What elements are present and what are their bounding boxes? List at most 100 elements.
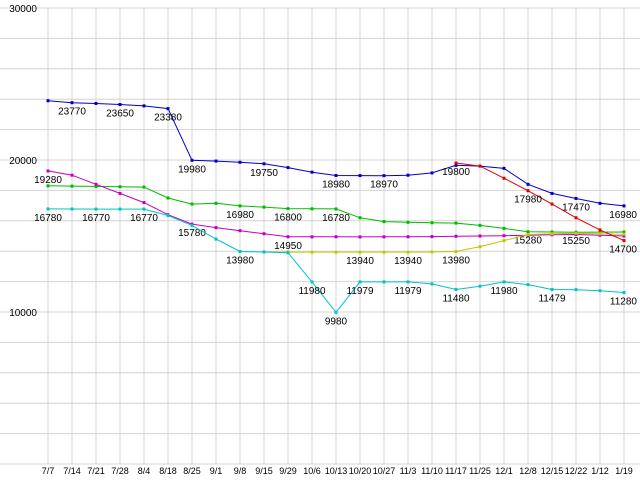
point-marker-blue	[454, 163, 458, 167]
point-marker-magenta	[454, 234, 458, 238]
point-marker-magenta	[406, 235, 410, 239]
point-marker-magenta	[478, 234, 482, 238]
point-marker-cyan	[142, 207, 146, 211]
point-marker-cyan	[358, 280, 362, 284]
x-tick-label: 12/8	[519, 466, 537, 476]
y-tick-label: 10000	[9, 308, 37, 319]
point-label-blue: 18980	[322, 180, 350, 191]
x-tick-label: 8/18	[159, 466, 177, 476]
point-marker-magenta	[598, 233, 602, 237]
point-marker-green	[358, 216, 362, 220]
point-marker-blue	[334, 174, 338, 178]
point-label-blue: 23770	[58, 107, 86, 118]
point-marker-cyan	[46, 207, 50, 211]
point-marker-blue	[238, 160, 242, 164]
point-marker-magenta	[310, 235, 314, 239]
point-marker-magenta	[70, 173, 74, 177]
x-tick-label: 11/25	[469, 466, 491, 476]
point-label-cyan: 11980	[298, 286, 326, 297]
point-marker-blue	[598, 201, 602, 205]
point-marker-blue	[526, 182, 530, 186]
point-marker-magenta	[118, 191, 122, 195]
point-marker-blue	[142, 104, 146, 108]
x-tick-label: 7/21	[87, 466, 105, 476]
point-marker-blue	[622, 204, 626, 208]
point-marker-magenta	[430, 235, 434, 239]
point-marker-magenta	[214, 226, 218, 230]
point-label-blue: 23650	[106, 109, 134, 120]
point-label-cyan: 11480	[442, 294, 470, 305]
point-marker-green	[310, 207, 314, 211]
point-marker-red	[574, 216, 578, 220]
x-tick-label: 12/15	[541, 466, 564, 476]
point-marker-dark-yellow	[478, 245, 482, 249]
point-label-red: 19800	[442, 167, 470, 178]
point-marker-green	[334, 207, 338, 211]
point-marker-blue	[550, 191, 554, 195]
point-marker-dark-yellow	[622, 232, 626, 236]
point-marker-magenta	[286, 235, 290, 239]
point-marker-dark-yellow	[310, 250, 314, 254]
x-tick-label: 1/12	[591, 466, 609, 476]
x-tick-label: 11/17	[445, 466, 467, 476]
point-marker-dark-yellow	[526, 232, 530, 236]
point-marker-dark-yellow	[382, 250, 386, 254]
point-label-green: 15250	[562, 236, 590, 247]
point-marker-green	[550, 230, 554, 234]
x-tick-label: 9/1	[210, 466, 223, 476]
point-marker-dark-yellow	[430, 250, 434, 254]
point-label-green: 16800	[274, 213, 302, 224]
point-marker-blue	[190, 158, 194, 162]
series-line-dark-yellow	[263, 232, 625, 253]
point-marker-dark-yellow	[334, 250, 338, 254]
point-marker-green	[142, 185, 146, 189]
point-marker-green	[166, 196, 170, 200]
point-marker-green	[406, 220, 410, 224]
point-label-dark-yellow: 13940	[346, 256, 374, 267]
point-marker-magenta	[238, 229, 242, 233]
x-tick-label: 7/7	[42, 466, 55, 476]
point-label-cyan: 11479	[538, 294, 566, 305]
point-label-blue: 19750	[250, 168, 278, 179]
point-label-green: 15280	[514, 236, 542, 247]
point-marker-cyan	[478, 284, 482, 288]
x-tick-label: 12/1	[495, 466, 513, 476]
point-marker-dark-yellow	[550, 232, 554, 236]
point-label-blue: 18970	[370, 180, 398, 191]
point-marker-cyan	[550, 288, 554, 292]
point-marker-blue	[70, 101, 74, 105]
x-tick-label: 10/6	[303, 466, 321, 476]
point-marker-cyan	[70, 207, 74, 211]
point-marker-dark-yellow	[598, 232, 602, 236]
point-marker-red	[598, 228, 602, 232]
point-marker-blue	[166, 107, 170, 111]
point-marker-red	[526, 189, 530, 193]
point-marker-green	[430, 221, 434, 225]
point-marker-magenta	[502, 234, 506, 238]
point-marker-dark-yellow	[358, 250, 362, 254]
point-marker-green	[118, 185, 122, 189]
point-marker-dark-yellow	[406, 250, 410, 254]
x-tick-label: 8/25	[183, 466, 201, 476]
point-marker-cyan	[286, 251, 290, 255]
point-marker-cyan	[214, 237, 218, 241]
point-label-blue: 17470	[562, 202, 590, 213]
point-marker-magenta	[334, 235, 338, 239]
point-label-cyan: 9980	[325, 316, 348, 327]
point-marker-cyan	[166, 213, 170, 217]
point-marker-magenta	[142, 201, 146, 205]
point-label-dark-yellow: 13980	[442, 256, 470, 267]
point-label-cyan: 11979	[346, 286, 374, 297]
point-marker-green	[622, 230, 626, 234]
x-tick-label: 10/20	[349, 466, 372, 476]
point-marker-magenta	[382, 235, 386, 239]
x-tick-label: 12/22	[565, 466, 588, 476]
point-marker-red	[454, 161, 458, 165]
point-marker-cyan	[430, 282, 434, 286]
point-marker-cyan	[262, 250, 266, 254]
point-label-cyan: 11280	[610, 297, 638, 308]
point-marker-dark-yellow	[574, 231, 578, 235]
point-marker-blue	[574, 196, 578, 200]
point-marker-cyan	[334, 310, 338, 314]
